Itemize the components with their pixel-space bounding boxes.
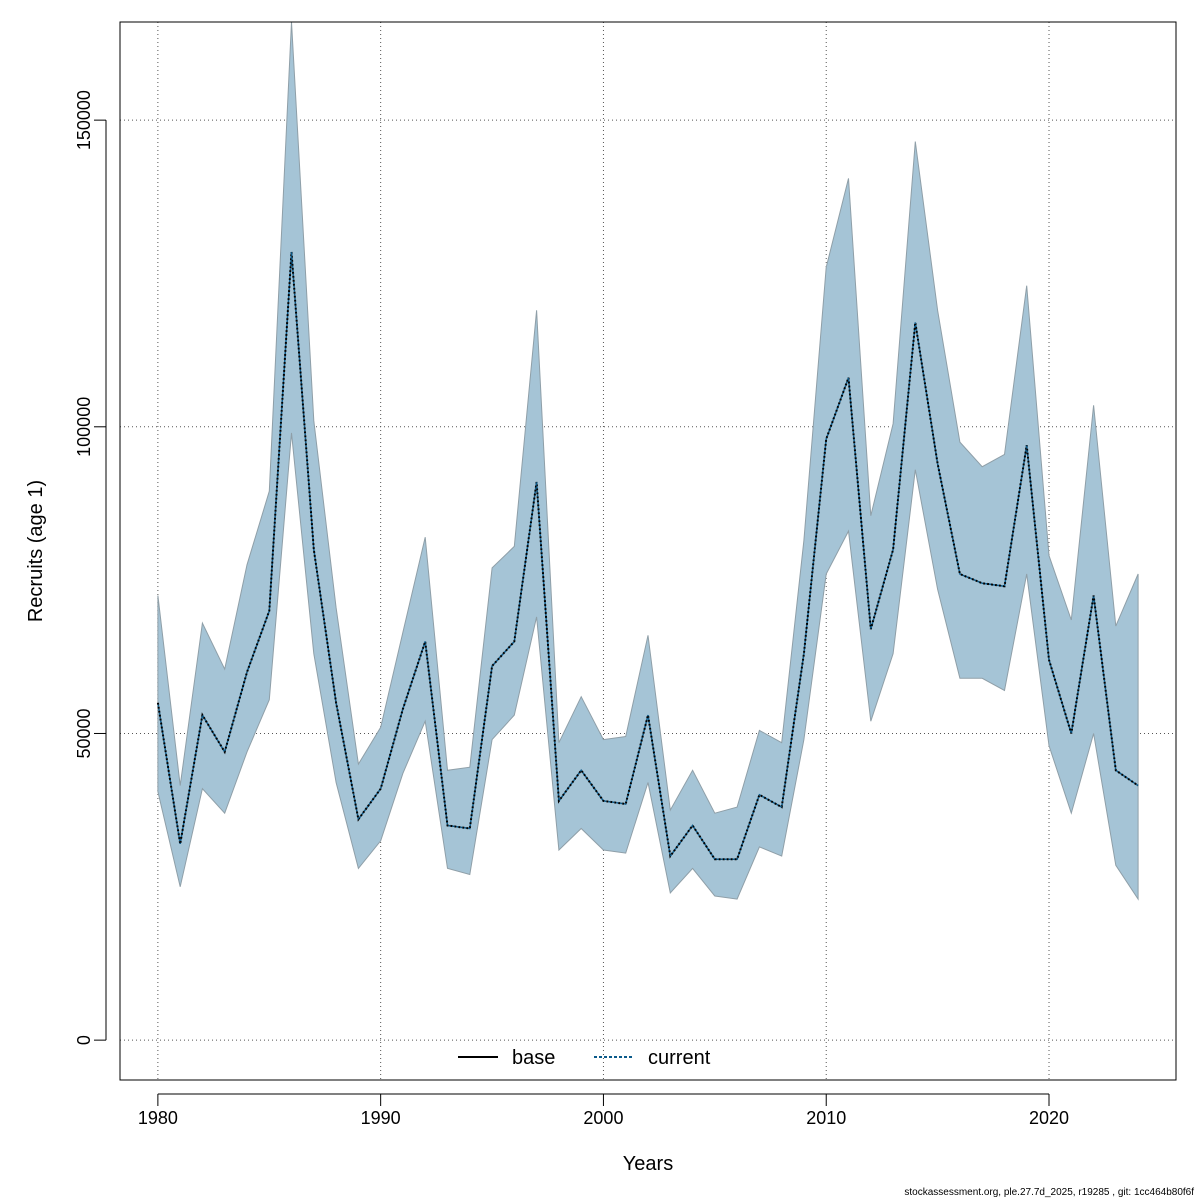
x-axis: 1980 1990 2000 2010 2020 [138,1093,1069,1128]
x-tick-label-1980: 1980 [138,1108,178,1128]
x-tick-label-2010: 2010 [806,1108,846,1128]
legend: base current [458,1047,711,1069]
x-tick-label-2020: 2020 [1029,1108,1069,1128]
series-line-current [157,251,1139,860]
footer-credit: stockassessment.org, ple.27.7d_2025, r19… [904,1187,1194,1198]
legend-label-base: base [512,1047,555,1069]
x-axis-label: Years [623,1153,673,1175]
plot-frame [119,21,1177,1081]
y-tick-label-150000: 150000 [74,90,94,150]
y-tick-label-0: 0 [74,1035,94,1045]
y-tick-label-100000: 100000 [74,397,94,457]
y-axis-label: Recruits (age 1) [25,480,47,622]
x-tick-label-2000: 2000 [583,1108,623,1128]
confidence-band [157,21,1139,901]
legend-label-current: current [648,1047,711,1069]
x-tick-label-1990: 1990 [361,1108,401,1128]
y-axis: 0 50000 100000 150000 [74,90,107,1045]
y-tick-label-50000: 50000 [74,708,94,758]
